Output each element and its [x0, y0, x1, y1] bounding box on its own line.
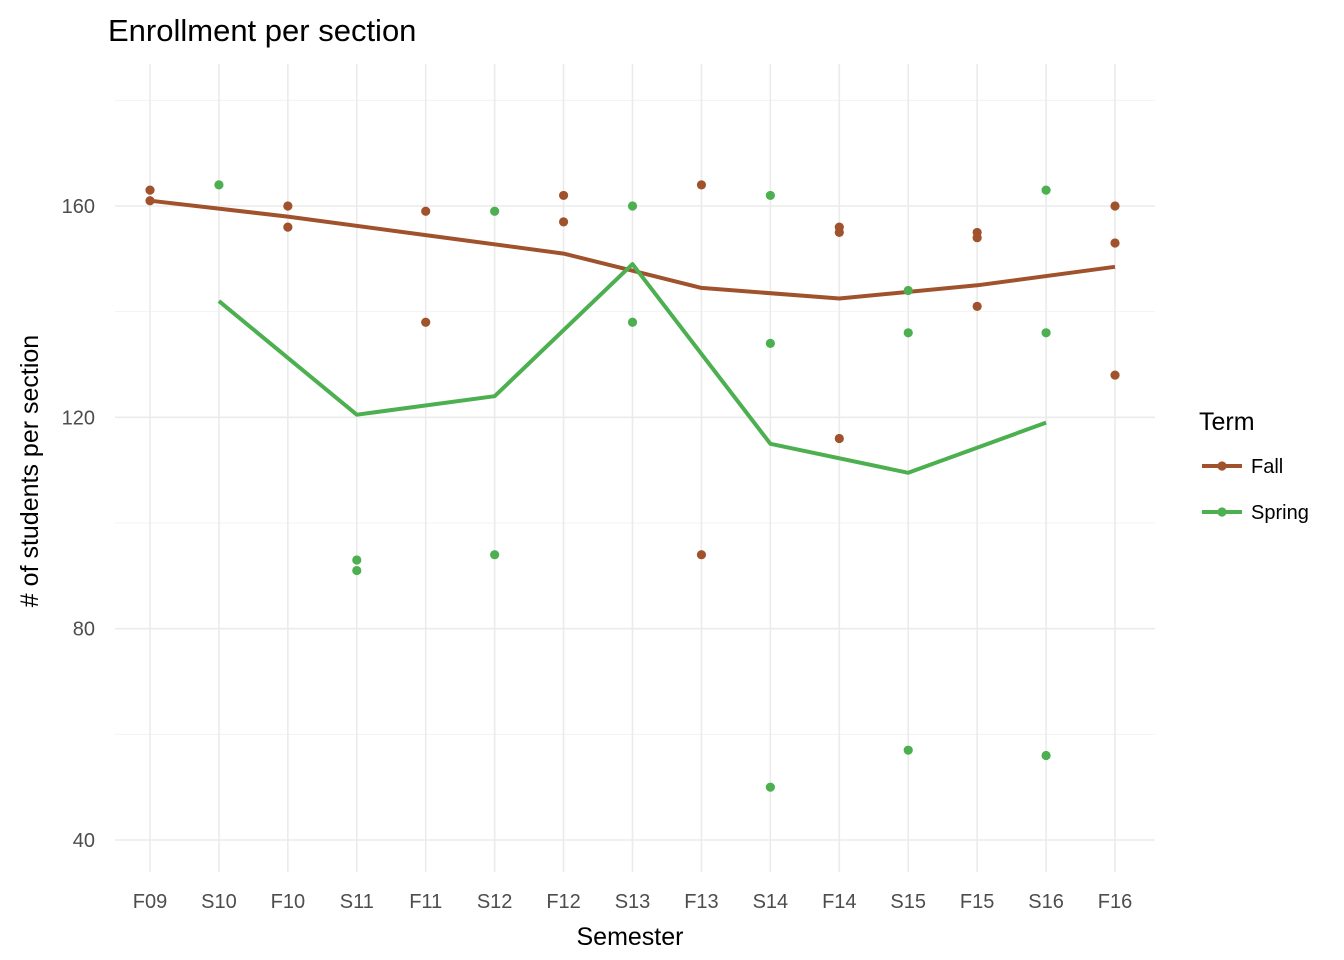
series-lines: [149, 198, 1116, 475]
y-axis-ticks: 40 80 120 160: [62, 196, 95, 852]
x-tick-label: S16: [1028, 891, 1064, 913]
data-point-spring: [1041, 185, 1051, 195]
data-point-fall: [421, 317, 431, 327]
data-point-fall: [145, 185, 155, 195]
data-point-fall: [834, 433, 844, 444]
data-point-spring: [627, 317, 638, 327]
y-axis-title: # of students per section: [16, 335, 44, 607]
x-tick-label: S13: [615, 891, 651, 913]
legend-key-point-fall: [1217, 461, 1227, 471]
legend-item-fall: Fall: [1202, 456, 1283, 478]
series-line-fall: [149, 198, 1116, 301]
chart-title: Enrollment per section: [108, 13, 416, 48]
data-point-spring: [765, 338, 775, 348]
legend-items: Fall Spring: [1202, 456, 1309, 524]
legend-title: Term: [1199, 408, 1255, 436]
y-tick-label: 120: [62, 407, 95, 429]
x-tick-label: S12: [477, 891, 513, 913]
x-tick-label: S10: [201, 891, 237, 913]
x-tick-label: F15: [960, 891, 994, 913]
data-point-fall: [696, 550, 707, 560]
x-tick-label: F11: [409, 891, 442, 913]
data-point-spring: [903, 285, 913, 296]
legend-label-spring: Spring: [1251, 502, 1309, 524]
x-tick-label: S11: [340, 891, 374, 913]
data-point-spring: [627, 201, 638, 211]
data-point-fall: [421, 206, 431, 216]
data-points: [145, 180, 1120, 792]
data-point-spring: [214, 180, 224, 190]
x-tick-label: F13: [684, 891, 718, 913]
x-tick-label: F16: [1098, 891, 1132, 913]
data-point-spring: [765, 190, 775, 201]
data-point-spring: [903, 328, 913, 338]
x-tick-label: S15: [890, 891, 926, 913]
data-point-fall: [283, 201, 293, 211]
legend-key-point-spring: [1217, 507, 1227, 517]
data-point-fall: [834, 227, 844, 238]
y-tick-label: 160: [62, 196, 95, 218]
x-axis-ticks: F09 S10 F10 S11 F11 S12 F12 S13 F13 S14 F14 S15 F15 S…: [133, 891, 1132, 913]
data-point-spring: [352, 555, 362, 565]
y-tick-label: 80: [73, 619, 95, 641]
x-tick-label: F12: [546, 891, 580, 913]
x-tick-label: S14: [753, 891, 789, 913]
data-point-spring: [490, 550, 500, 560]
x-tick-label: F14: [822, 891, 856, 913]
data-point-spring: [903, 745, 913, 755]
y-tick-label: 40: [73, 830, 95, 852]
legend: Term Fall Spring: [1199, 408, 1309, 524]
legend-label-fall: Fall: [1251, 456, 1283, 478]
x-tick-label: F10: [271, 891, 305, 913]
x-tick-label: F09: [133, 891, 167, 913]
data-point-fall: [972, 301, 982, 311]
data-point-fall: [1110, 201, 1120, 211]
data-point-spring: [490, 206, 500, 216]
data-point-spring: [1041, 750, 1051, 761]
data-point-fall: [1110, 370, 1120, 380]
legend-item-spring: Spring: [1202, 502, 1309, 524]
data-point-fall: [145, 196, 155, 206]
data-point-fall: [283, 222, 293, 232]
data-point-spring: [1041, 328, 1051, 338]
series-line-spring: [217, 262, 1047, 475]
x-axis-title: Semester: [577, 923, 684, 951]
data-point-spring: [352, 565, 362, 576]
data-point-fall: [558, 190, 569, 201]
data-point-fall: [696, 180, 707, 190]
data-point-fall: [558, 217, 569, 227]
grid: [115, 64, 1155, 872]
data-point-spring: [765, 782, 775, 792]
data-point-fall: [972, 233, 982, 243]
data-point-fall: [1110, 238, 1120, 248]
